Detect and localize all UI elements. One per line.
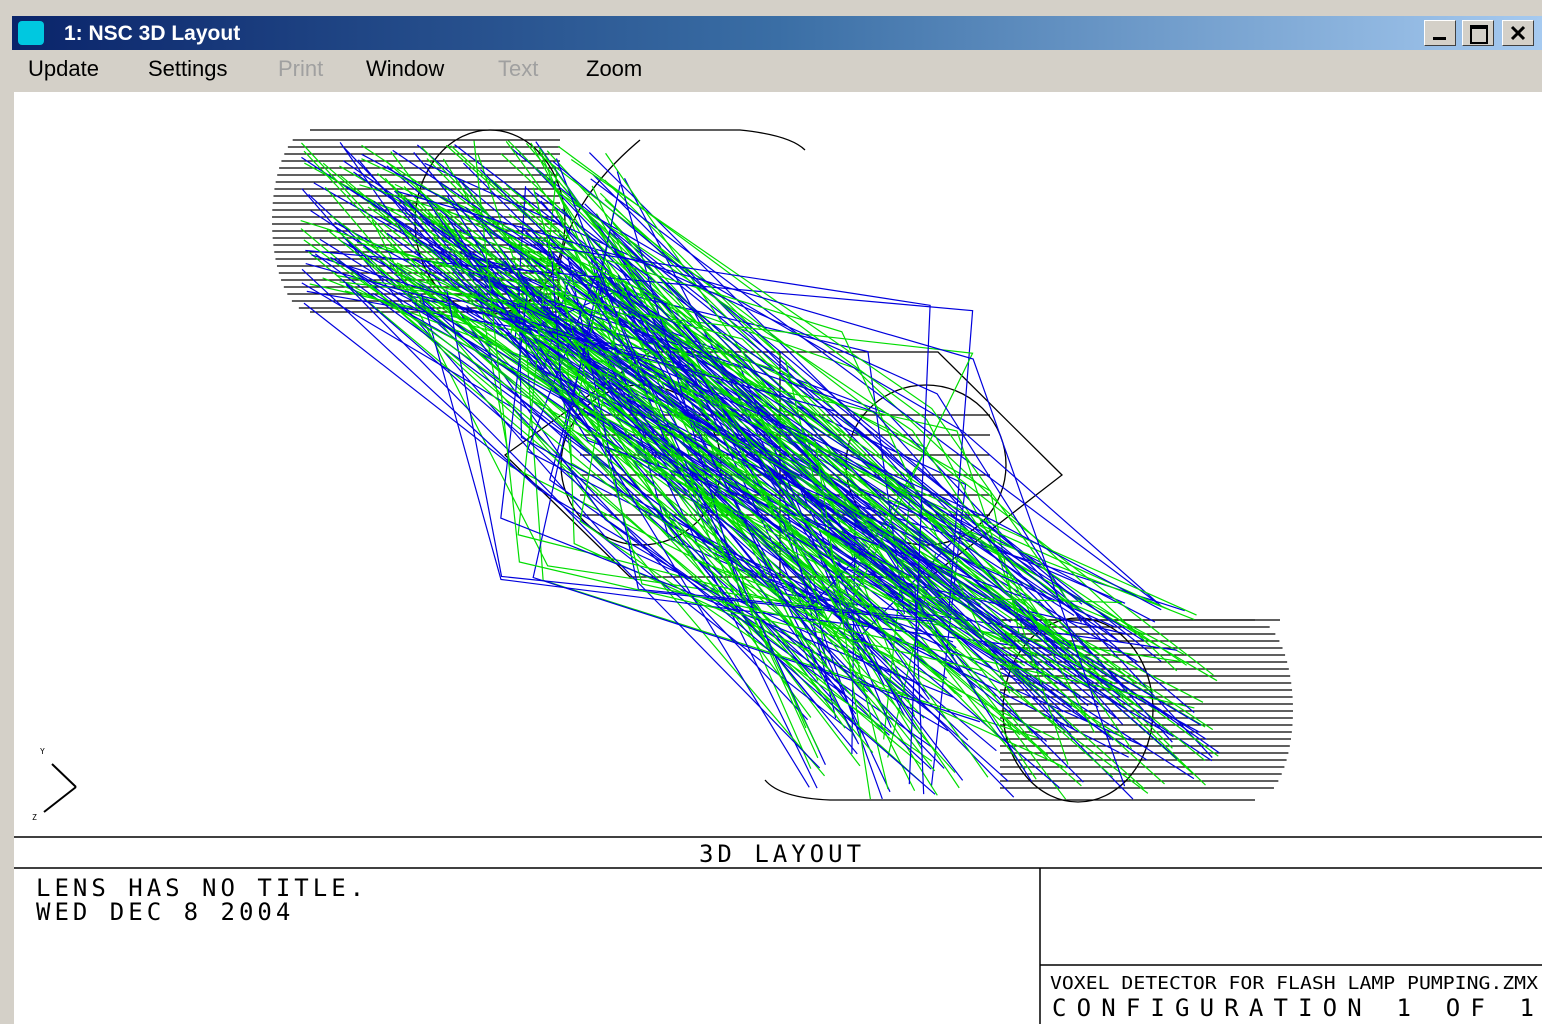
app-icon [18,21,44,45]
configuration: CONFIGURATION 1 OF 1 [1052,994,1534,1022]
window: 1: NSC 3D Layout Update Settings Print Wind… [0,0,1542,1024]
maximize-button[interactable] [1462,20,1494,46]
axis-label: Z [32,813,37,822]
close-button[interactable] [1502,20,1534,46]
ray [417,145,1020,651]
title-bar: 1: NSC 3D Layout [12,16,1542,50]
menu-item[interactable]: Settings [148,56,228,82]
minimize-button[interactable] [1424,20,1456,46]
layout-plot: Y Z 3D LAYOUT LENS HAS NO TITLE. WED DEC… [14,92,1542,1024]
ray [539,147,988,777]
date: WED DEC 8 2004 [36,898,294,926]
axis-triad [44,764,76,812]
axis-label: Y [40,747,45,756]
file-name: VOXEL DETECTOR FOR FLASH LAMP PUMPING.ZM… [1050,973,1538,994]
ray [380,217,1138,662]
menu-item[interactable]: Window [366,56,444,82]
menu-item: Text [498,56,538,82]
window-title: 1: NSC 3D Layout [64,22,240,46]
menu-item[interactable]: Zoom [586,56,642,82]
menu-bar: Update Settings Print Window Text Zoom [12,50,1542,90]
plot-title: 3D LAYOUT [699,840,865,868]
menu-item: Print [278,56,323,82]
menu-item[interactable]: Update [28,56,99,82]
ray [525,250,1053,670]
